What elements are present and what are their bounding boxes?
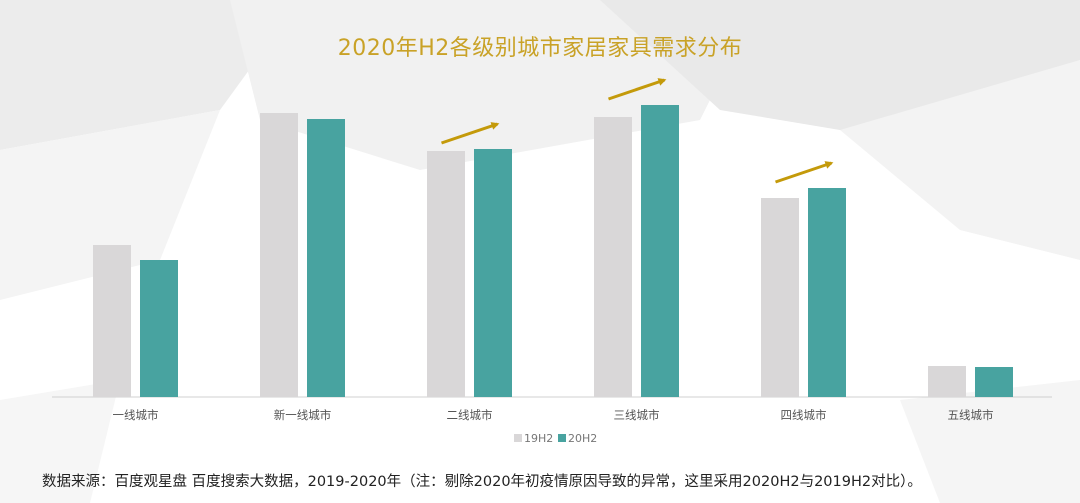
bar-20h2-3 <box>641 105 679 397</box>
x-tick-label-2: 二线城市 <box>447 408 493 422</box>
x-tick-label-3: 三线城市 <box>614 408 660 422</box>
legend-label-19h2: 19H2 <box>524 432 553 445</box>
bar-19h2-2 <box>427 151 465 397</box>
growth-arrow-0 <box>441 122 500 145</box>
footnote: 数据来源：百度观星盘 百度搜索大数据，2019-2020年（注：剔除2020年初… <box>42 474 922 490</box>
bars-group <box>93 105 1013 397</box>
bar-20h2-4 <box>808 188 846 397</box>
x-tick-label-5: 五线城市 <box>948 408 994 422</box>
growth-arrows-group <box>441 78 834 184</box>
bar-19h2-5 <box>928 366 966 397</box>
legend-swatch-19h2 <box>514 434 522 442</box>
x-tick-label-0: 一线城市 <box>113 408 159 422</box>
legend-label-20h2: 20H2 <box>568 432 597 445</box>
bar-19h2-4 <box>761 198 799 397</box>
bar-19h2-0 <box>93 245 131 397</box>
growth-arrow-2 <box>775 161 834 184</box>
legend-swatch-20h2 <box>558 434 566 442</box>
bar-19h2-1 <box>260 113 298 397</box>
bar-19h2-3 <box>594 117 632 397</box>
x-tick-label-4: 四线城市 <box>781 408 827 422</box>
category-ticks-group: 一线城市 新一线城市 二线城市 三线城市 四线城市 五线城市 <box>113 408 994 422</box>
bar-20h2-0 <box>140 260 178 397</box>
bar-20h2-5 <box>975 367 1013 397</box>
growth-arrow-1 <box>608 78 667 101</box>
bar-20h2-1 <box>307 119 345 397</box>
legend: 19H2 20H2 <box>514 432 597 445</box>
bar-20h2-2 <box>474 149 512 397</box>
x-tick-label-1: 新一线城市 <box>274 408 332 422</box>
chart-title: 2020年H2各级别城市家居家具需求分布 <box>337 36 743 61</box>
